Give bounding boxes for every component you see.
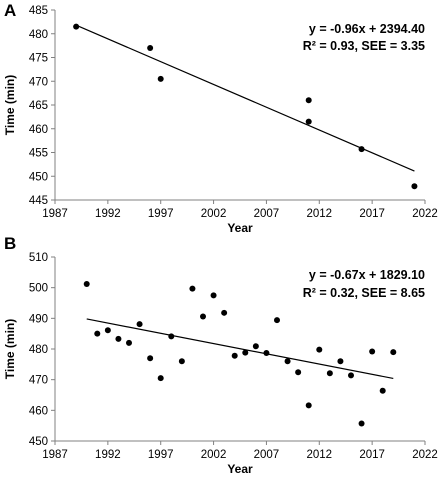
panel-a-y-tick-label: 445 (29, 195, 48, 207)
panel-b-data-point (337, 358, 344, 365)
panel-b-data-point (168, 333, 175, 340)
panel-b-data-point (200, 313, 206, 320)
panel-a-y-tick-label: 465 (29, 100, 48, 112)
panel-a-data-point (358, 146, 365, 153)
panel-a-regression-label: y = -0.96x + 2394.40 (309, 22, 425, 36)
panel-a-x-tick-label: 1992 (95, 208, 121, 220)
panel-b-y-tick-label: 470 (29, 375, 48, 387)
panel-a-data-point (157, 75, 164, 82)
panel-a-y-axis-title: Time (min) (3, 75, 17, 135)
panel-a-y-tick-label: 480 (29, 29, 48, 41)
panel-b-regression-label: y = -0.67x + 1829.10 (309, 268, 425, 282)
panel-b-data-point (348, 372, 354, 379)
panel-b-y-tick-label: 510 (29, 252, 48, 264)
panel-b-x-tick-label: 2012 (306, 449, 332, 461)
panel-a-trendline (75, 24, 415, 172)
panel-a-y-tick-label: 470 (29, 76, 48, 88)
panel-b-data-point (252, 343, 259, 350)
panel-a-data-point (147, 45, 154, 51)
panel-a-data-point (305, 118, 312, 125)
panel-b-y-tick-label: 460 (29, 405, 48, 417)
panel-b-data-point (189, 285, 196, 292)
panel-a-letter: A (4, 1, 16, 20)
panel-a-x-tick-label: 2012 (306, 208, 332, 220)
panel-b-data-point (242, 349, 249, 356)
panel-b-x-axis-title: Year (227, 462, 253, 476)
panel-b-data-point (147, 355, 154, 362)
panel-b-data-point (274, 317, 280, 324)
panel-b-x-tick-label: 2017 (359, 449, 385, 461)
panel-b-x-tick-label: 1987 (42, 449, 68, 461)
panel-a-data-point (305, 97, 312, 104)
panel-b-data-point (316, 346, 323, 353)
panel-b-y-tick-label: 450 (29, 436, 48, 448)
panel-a-x-axis-title: Year (227, 221, 253, 235)
panel-b-letter: B (4, 234, 16, 253)
panel-b-data-point (83, 280, 90, 287)
panel-b-data-point (284, 358, 291, 365)
panel-b-data-point (263, 349, 270, 356)
panel-b-data-point (358, 420, 365, 427)
panel-b-x-tick-label: 1992 (95, 449, 121, 461)
panel-b-x-tick-label: 2022 (412, 449, 438, 461)
panel-a-x-tick-label: 2007 (254, 208, 280, 220)
panel-a-y-tick-label: 460 (29, 124, 48, 136)
panel-a: A 445 450 455 460 465 470 475 480 485 1987 1992 1997… (3, 1, 438, 235)
panel-b-regression-label: R² = 0.32, SEE = 8.65 (303, 286, 425, 300)
panel-b-data-point (305, 402, 312, 409)
panel-a-regression-label: R² = 0.93, SEE = 3.35 (303, 39, 425, 53)
panel-b-y-tick-label: 490 (29, 313, 48, 325)
panel-b-data-point (326, 370, 333, 377)
panel-b-data-point (295, 369, 302, 376)
panel-b-data-point (369, 348, 376, 355)
panel-a-x-tick-label: 1997 (148, 208, 174, 220)
panel-a-data-point (411, 183, 418, 190)
panel-a-y-tick-label: 450 (29, 171, 48, 183)
panel-a-data-point (73, 23, 80, 30)
panel-b-data-point (390, 349, 397, 356)
panel-a-x-tick-label: 2017 (359, 208, 385, 220)
panel-b: B 450 460 470 480 490 500 510 1987 1992 1997 2002 20… (3, 234, 438, 476)
panel-b-data-point (231, 352, 238, 359)
panel-b-data-point (178, 358, 185, 365)
panel-b-data-point (136, 321, 143, 328)
panel-b-x-tick-label: 2007 (254, 449, 280, 461)
panel-a-y-tick-label: 455 (29, 148, 48, 160)
panel-b-y-axis-title: Time (min) (3, 319, 17, 379)
panel-b-data-point (94, 330, 101, 337)
panel-b-data-point (104, 327, 111, 334)
panel-b-data-point (379, 387, 386, 394)
panel-b-data-point (157, 375, 164, 382)
panel-b-y-tick-label: 500 (29, 283, 48, 295)
panel-b-y-tick-label: 480 (29, 344, 48, 356)
panel-b-x-tick-label: 2002 (201, 449, 227, 461)
panel-b-data-point (126, 339, 132, 346)
panel-b-data-point (210, 292, 217, 299)
panel-a-y-tick-label: 485 (29, 5, 48, 17)
panel-a-y-tick-label: 475 (29, 53, 48, 65)
panel-b-trendline (86, 318, 394, 380)
panel-b-data-point (221, 309, 228, 316)
panel-a-x-tick-label: 1987 (42, 208, 68, 220)
panel-b-data-point (115, 335, 122, 342)
panel-b-x-tick-label: 1997 (148, 449, 174, 461)
panel-a-x-tick-label: 2002 (201, 208, 227, 220)
panel-a-x-tick-label: 2022 (412, 208, 438, 220)
